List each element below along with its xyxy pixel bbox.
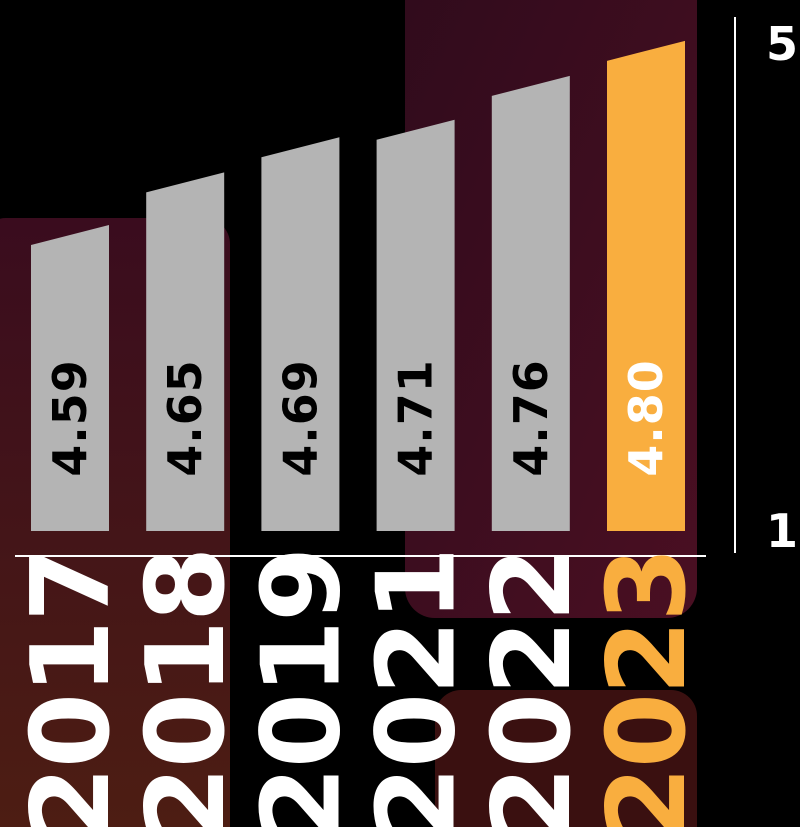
bar-2023 <box>607 40 685 531</box>
category-label-2019: 2019 <box>239 549 364 827</box>
bars-layer <box>31 40 685 532</box>
category-label-2023: 2023 <box>585 549 710 827</box>
bar-value-label: 4.69 <box>273 359 327 477</box>
bar-value-label: 4.65 <box>158 359 212 477</box>
bar-2019 <box>261 137 340 532</box>
bar-value-label: 4.71 <box>389 359 443 477</box>
category-label-2018: 2018 <box>124 549 249 827</box>
scale-min-label: 1 <box>766 504 798 558</box>
bar-value-label: 4.76 <box>504 359 558 477</box>
scale-max-label: 5 <box>766 17 798 71</box>
category-label-2021: 2021 <box>355 549 480 827</box>
value-labels-layer: 4.59 4.65 4.69 4.71 4.76 4.80 <box>43 359 673 477</box>
bar-value-label: 4.80 <box>619 359 673 477</box>
bar-value-label: 4.59 <box>43 359 97 477</box>
bar-2021 <box>376 119 455 531</box>
background-panel-bottom <box>435 690 697 827</box>
category-label-2017: 2017 <box>9 549 134 827</box>
bar-2022 <box>491 75 570 531</box>
bar-2017 <box>31 225 109 531</box>
category-label-2022: 2022 <box>470 549 595 827</box>
bar-2018 <box>146 172 225 531</box>
